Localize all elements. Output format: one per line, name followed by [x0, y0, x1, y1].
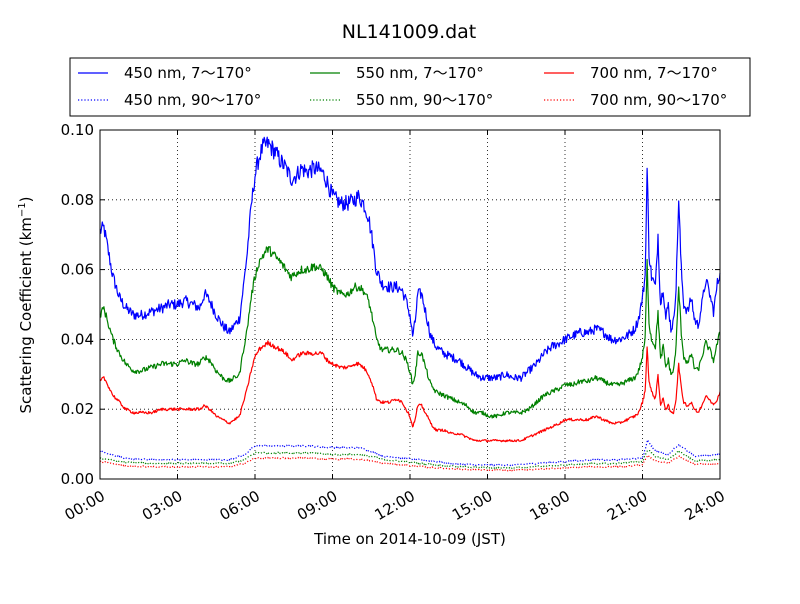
y-axis-label-superscript: −1: [17, 202, 28, 217]
series-line-6: [99, 454, 721, 472]
y-tick-label: 0.06: [61, 261, 94, 279]
legend: 450 nm, 7～170° 550 nm, 7～170° 700 nm, 7～17…: [69, 57, 751, 117]
y-tick-label: 0.08: [61, 191, 94, 209]
y-tick-label: 0.00: [61, 470, 94, 488]
legend-label-5: 700 nm, 7～170°: [590, 64, 718, 82]
legend-label-4: 550 nm, 90～170°: [356, 91, 493, 109]
series-line-5: [99, 340, 721, 443]
chart-title: NL141009.dat: [342, 21, 477, 43]
legend-label-3: 550 nm, 7～170°: [356, 64, 484, 82]
series-line-1: [99, 136, 721, 382]
y-axis-label-main: Scattering Coefficient (km: [17, 217, 35, 413]
y-axis-label-close: ): [17, 196, 35, 202]
series-line-4: [99, 449, 721, 469]
legend-label-6: 700 nm, 90～170°: [590, 91, 727, 109]
x-axis-label: Time on 2014-10-09 (JST): [313, 530, 506, 548]
series-layer: [99, 136, 721, 472]
series-line-3: [99, 246, 720, 419]
legend-label-2: 450 nm, 90～170°: [124, 91, 261, 109]
y-tick-label: 0.10: [61, 121, 94, 139]
y-tick-label: 0.04: [61, 330, 94, 348]
y-axis-label: Scattering Coefficient (km−1): [17, 196, 35, 413]
y-tick-label: 0.02: [61, 400, 94, 418]
legend-box: [69, 57, 751, 117]
legend-label-1: 450 nm, 7～170°: [124, 64, 252, 82]
